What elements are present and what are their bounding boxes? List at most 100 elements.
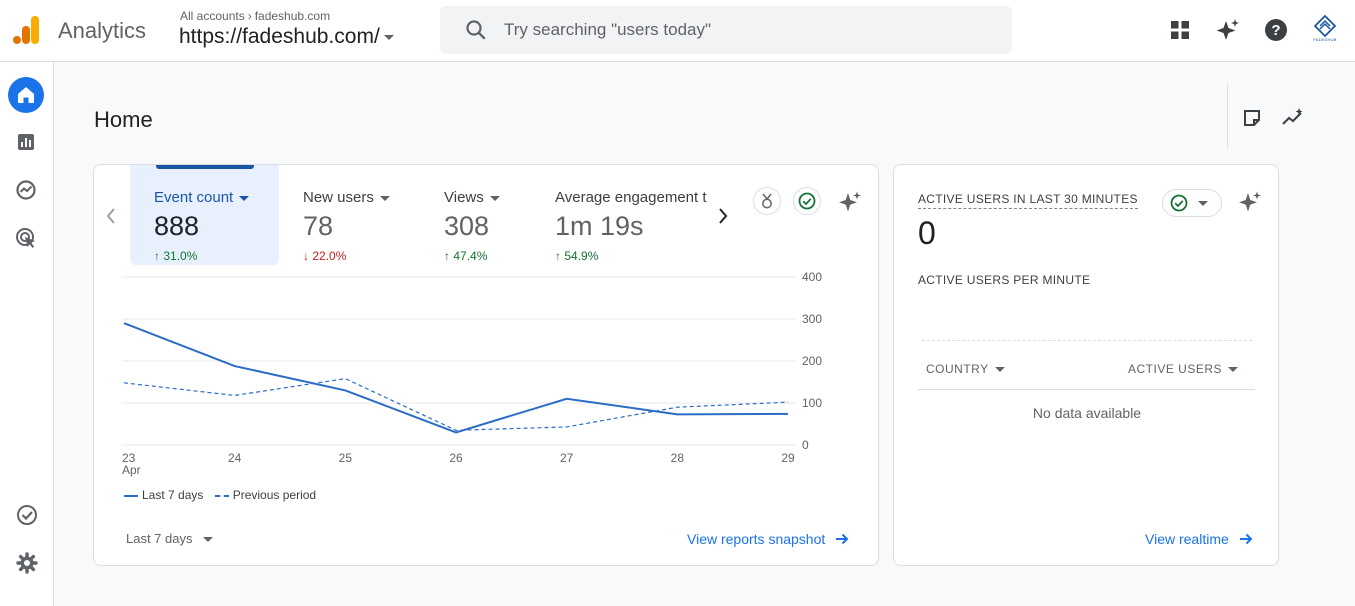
metric-delta: ↓ 22.0% [303, 249, 347, 263]
y-tick-label: 400 [802, 270, 822, 284]
metric-value: 1m 19s [555, 211, 644, 241]
metric-tab-avg-engagement[interactable]: Average engagement ti 1m 19s ↑ 54.9% [531, 165, 707, 265]
divider [1227, 84, 1228, 148]
metric-tab-views[interactable]: Views 308 ↑ 47.4% [420, 165, 530, 265]
nav-explore[interactable] [8, 172, 44, 208]
y-tick-label: 200 [802, 354, 822, 368]
check-circle-icon [798, 192, 816, 210]
analytics-logo-icon[interactable] [12, 15, 40, 45]
metric-value: 308 [444, 211, 490, 241]
metric-label: New users [303, 189, 390, 206]
arrow-up-icon: ↑ [555, 249, 561, 263]
date-range-selector[interactable]: Last 7 days [126, 531, 213, 546]
y-tick-label: 0 [802, 438, 809, 452]
chevron-right-icon: › [247, 9, 252, 23]
nav-home[interactable] [8, 77, 44, 113]
metric-value: 888 [154, 211, 200, 241]
view-reports-snapshot-link[interactable]: View reports snapshot [687, 531, 849, 547]
svg-text:?: ? [1271, 22, 1280, 39]
metric-tab-new-users[interactable]: New users 78 ↓ 22.0% [279, 165, 419, 265]
arrow-right-icon [1239, 533, 1253, 545]
sparkle-icon[interactable] [1238, 190, 1262, 214]
metric-tab-event-count[interactable]: Event count 888 ↑ 31.0% [130, 165, 279, 265]
nav-advertising[interactable] [8, 220, 44, 256]
metric-delta: ↑ 31.0% [154, 249, 198, 263]
x-tick-label: 25 [339, 451, 353, 465]
apps-grid-icon[interactable] [1167, 17, 1193, 43]
nav-reports[interactable] [8, 124, 44, 160]
explore-icon [16, 180, 36, 200]
arrow-up-icon: ↑ [444, 249, 450, 263]
column-active-users[interactable]: ACTIVE USERS [1128, 362, 1239, 376]
settings-icon[interactable] [14, 550, 40, 576]
y-tick-label: 100 [802, 396, 822, 410]
breadcrumb-account[interactable]: fadeshub.com [254, 9, 331, 23]
arrow-down-icon: ↓ [303, 249, 309, 263]
brand-logo-icon [1313, 14, 1337, 38]
view-realtime-link[interactable]: View realtime [1145, 531, 1253, 547]
top-bar: Analytics All accounts › fadeshub.com http… [0, 0, 1355, 62]
x-tick-sublabel: Apr [122, 463, 141, 477]
breadcrumb-root[interactable]: All accounts [180, 9, 245, 23]
caret-down-icon [383, 34, 394, 40]
help-icon[interactable]: ? [1263, 17, 1289, 43]
line-chart: 0 100 200 300 400 23 24 25 26 27 28 29 Apr [122, 270, 822, 477]
x-tick-label: 27 [560, 451, 574, 465]
legend-solid-swatch [124, 494, 138, 497]
search-icon [466, 20, 486, 40]
metric-value: 78 [303, 211, 334, 241]
arrow-up-icon: ↑ [154, 249, 160, 263]
series-line-last-7-days [123, 322, 789, 434]
caret-down-icon [202, 537, 213, 543]
chevron-right-icon[interactable] [716, 205, 730, 227]
medal-icon [762, 193, 772, 209]
account-avatar[interactable]: FADESHUB [1311, 14, 1339, 46]
realtime-quality-dropdown[interactable] [1162, 189, 1222, 217]
legend-previous-period: Previous period [232, 488, 317, 502]
account-breadcrumb[interactable]: All accounts › fadeshub.com [180, 9, 330, 23]
realtime-title[interactable]: ACTIVE USERS IN LAST 30 MINUTES [918, 192, 1138, 209]
property-selector[interactable]: https://fadeshub.com/ [179, 25, 394, 49]
metric-delta: ↑ 47.4% [444, 249, 488, 263]
caret-down-icon [239, 195, 250, 201]
chart-legend: Last 7 days Previous period [124, 488, 316, 502]
chevron-left-icon[interactable] [104, 205, 118, 227]
caret-down-icon [1198, 200, 1208, 206]
caret-down-icon [379, 195, 390, 201]
selected-tab-indicator [156, 165, 254, 169]
caret-down-icon [1228, 367, 1239, 373]
benchmark-button[interactable] [753, 187, 781, 215]
search-bar[interactable] [440, 6, 1012, 54]
metric-delta: ↑ 54.9% [555, 249, 599, 263]
x-tick-label: 26 [449, 451, 463, 465]
y-tick-label: 300 [802, 312, 822, 326]
realtime-card: ACTIVE USERS IN LAST 30 MINUTES 0 ACTIVE… [893, 164, 1279, 566]
left-nav [0, 62, 54, 606]
search-input[interactable] [504, 16, 984, 44]
x-tick-label: 28 [671, 451, 685, 465]
caret-down-icon [489, 195, 500, 201]
metric-label: Event count [154, 189, 250, 206]
realtime-value: 0 [918, 215, 936, 251]
data-quality-button[interactable] [793, 187, 821, 215]
reports-icon [18, 134, 34, 150]
insights-icon[interactable] [1281, 106, 1305, 130]
page-title: Home [94, 107, 153, 132]
x-tick-label: 24 [228, 451, 242, 465]
series-line-previous-period [123, 378, 789, 431]
per-minute-baseline [922, 340, 1252, 341]
sparkle-icon[interactable] [1215, 17, 1241, 43]
realtime-subtitle: ACTIVE USERS PER MINUTE [918, 273, 1091, 287]
avatar-label: FADESHUB [1313, 37, 1337, 42]
column-country[interactable]: COUNTRY [926, 362, 1005, 376]
x-tick-label: 29 [781, 451, 795, 465]
sparkle-icon[interactable] [838, 190, 862, 214]
metric-label: Views [444, 189, 500, 206]
overview-card: Event count 888 ↑ 31.0% New users 78 ↓ 2… [93, 164, 879, 566]
home-icon [18, 87, 34, 103]
divider [918, 389, 1255, 390]
legend-dashed-swatch [214, 494, 229, 497]
checklist-icon[interactable] [14, 502, 40, 528]
notes-icon[interactable] [1240, 106, 1264, 130]
property-name: https://fadeshub.com/ [179, 25, 380, 48]
